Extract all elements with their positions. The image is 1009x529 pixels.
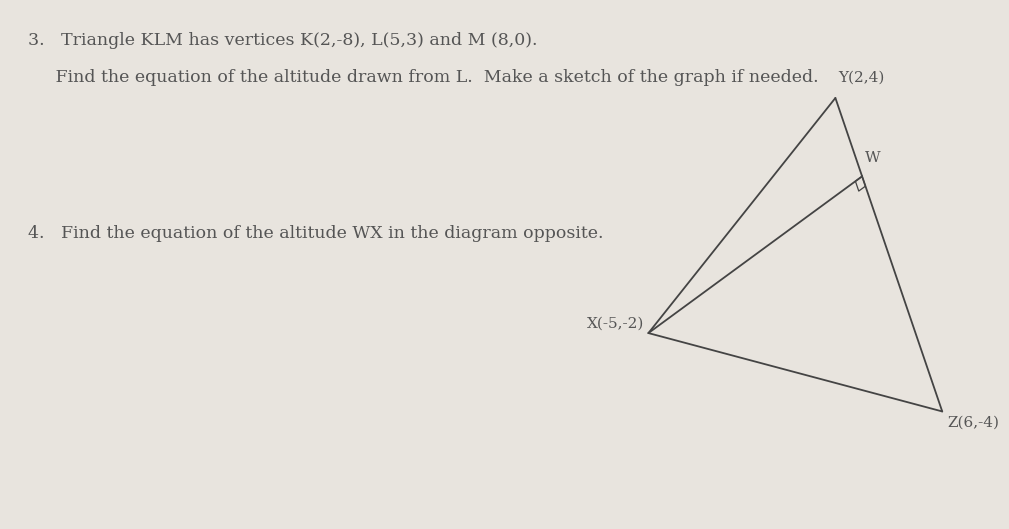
- Text: W: W: [865, 151, 881, 165]
- Text: 4.   Find the equation of the altitude WX in the diagram opposite.: 4. Find the equation of the altitude WX …: [28, 225, 603, 242]
- Text: Z(6,-4): Z(6,-4): [947, 415, 1000, 430]
- Text: X(-5,-2): X(-5,-2): [587, 317, 645, 331]
- Text: Find the equation of the altitude drawn from L.  Make a sketch of the graph if n: Find the equation of the altitude drawn …: [28, 69, 818, 86]
- Text: Y(2,4): Y(2,4): [838, 70, 885, 84]
- Text: 3.   Triangle KLM has vertices K(2,-8), L(5,3) and M (8,0).: 3. Triangle KLM has vertices K(2,-8), L(…: [28, 32, 538, 49]
